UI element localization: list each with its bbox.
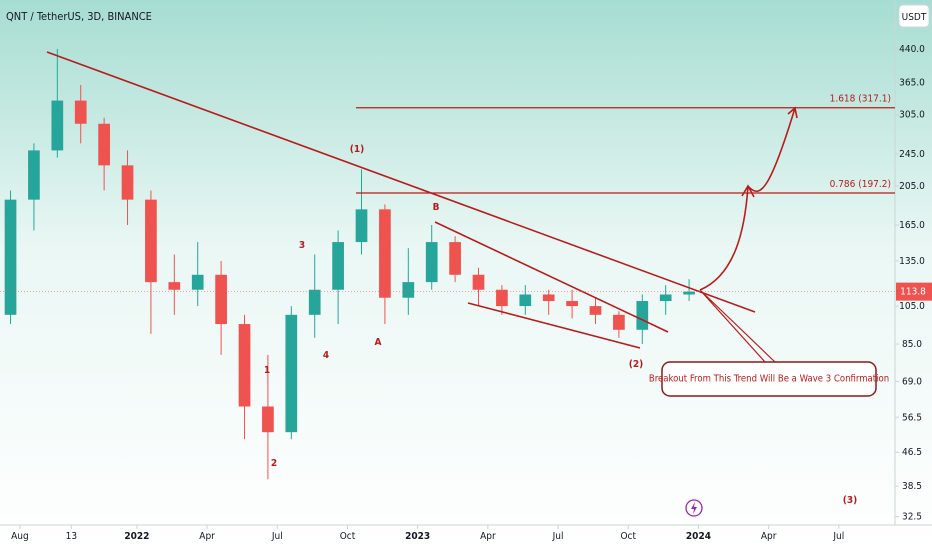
candle-body [308,289,321,315]
candle-body [98,123,110,166]
trend-line [46,51,756,313]
candle-body [659,294,672,302]
x-tick-label: Oct [620,531,636,542]
y-tick-label: 105.0 [899,301,925,312]
candle-body [4,199,17,315]
last-price-tag [896,282,932,301]
candle-body [285,314,298,433]
y-tick-label: 85.0 [902,339,922,350]
x-tick-label: 2023 [405,531,430,542]
x-tick-label: Jul [552,531,564,542]
x-tick-label: Jul [832,531,844,542]
y-tick-label: 46.5 [902,447,922,458]
y-tick-label: 135.0 [899,256,925,267]
callout-box [661,361,877,397]
wave-label: 2 [271,458,277,469]
candle-body [519,294,532,307]
wave-label: 1 [264,365,270,376]
candle-body [332,242,344,290]
candle-body [379,209,391,298]
y-tick-label: 165.0 [899,220,925,231]
candle-body [496,289,508,307]
callout-pointer [699,289,776,363]
currency-button[interactable] [898,4,930,28]
candle-body [121,165,134,200]
y-tick-label: 305.0 [899,110,925,121]
candle-body [74,100,87,124]
y-tick-label: 56.5 [902,412,922,423]
event-icon-bolt[interactable] [691,502,697,514]
candle-body [425,242,438,283]
wave-label: (2) [629,359,643,370]
y-tick-label: 245.0 [899,149,925,160]
callout-text: Breakout From This Trend Will Be a Wave … [649,374,889,385]
wave-label: (1) [350,144,364,155]
candle-body [542,294,555,302]
drawings [46,51,798,363]
x-tick-label: Aug [11,531,29,542]
x-tick-label: 2022 [124,531,149,542]
y-tick-label: 440.0 [899,44,925,55]
wedge-upper [434,221,669,333]
candle-body [355,209,368,243]
y-tick-label: 32.5 [902,512,922,523]
y-tick-label: 38.5 [902,481,922,492]
wave-label: B [433,202,440,213]
candle-body [191,274,204,290]
candle-body [262,406,274,433]
candle-body [238,324,251,407]
candle-body [449,242,461,275]
projection-arrow [699,106,798,291]
fib-label: 0.786 (197.2) [830,179,891,190]
y-tick-label: 365.0 [899,77,925,88]
candle-body [683,291,695,295]
last-price-label: 113.8 [900,287,926,298]
x-tick-label: Apr [761,531,777,542]
candle-body [51,100,64,151]
candle-body [636,301,649,330]
currency-button-label[interactable]: USDT [902,12,927,23]
chart-title: QNT / TetherUS, 3D, BINANCE [6,10,152,23]
x-tick-label: Jul [271,531,283,542]
x-tick-label: 13 [66,531,77,542]
candle-body [589,306,602,315]
wave-label: 4 [323,350,329,361]
wave-label: A [375,337,382,348]
candle-body [215,274,227,325]
y-tick-label: 69.0 [902,376,922,387]
wave-label: 3 [299,240,305,251]
x-tick-label: Apr [480,531,496,542]
candle-body [613,314,625,330]
x-tick-label: 2024 [686,531,711,542]
candle-body [472,274,485,290]
y-tick-label: 205.0 [899,181,925,192]
fib-label: 1.618 (317.1) [830,94,891,105]
candle-body [402,282,415,298]
candle-body [168,282,181,290]
candle-body [28,150,40,200]
wave-label: (3) [843,495,857,506]
x-tick-label: Oct [340,531,356,542]
candle-body [145,199,157,283]
x-tick-label: Apr [199,531,215,542]
wedge-lower [467,302,641,349]
candle-body [566,301,578,307]
